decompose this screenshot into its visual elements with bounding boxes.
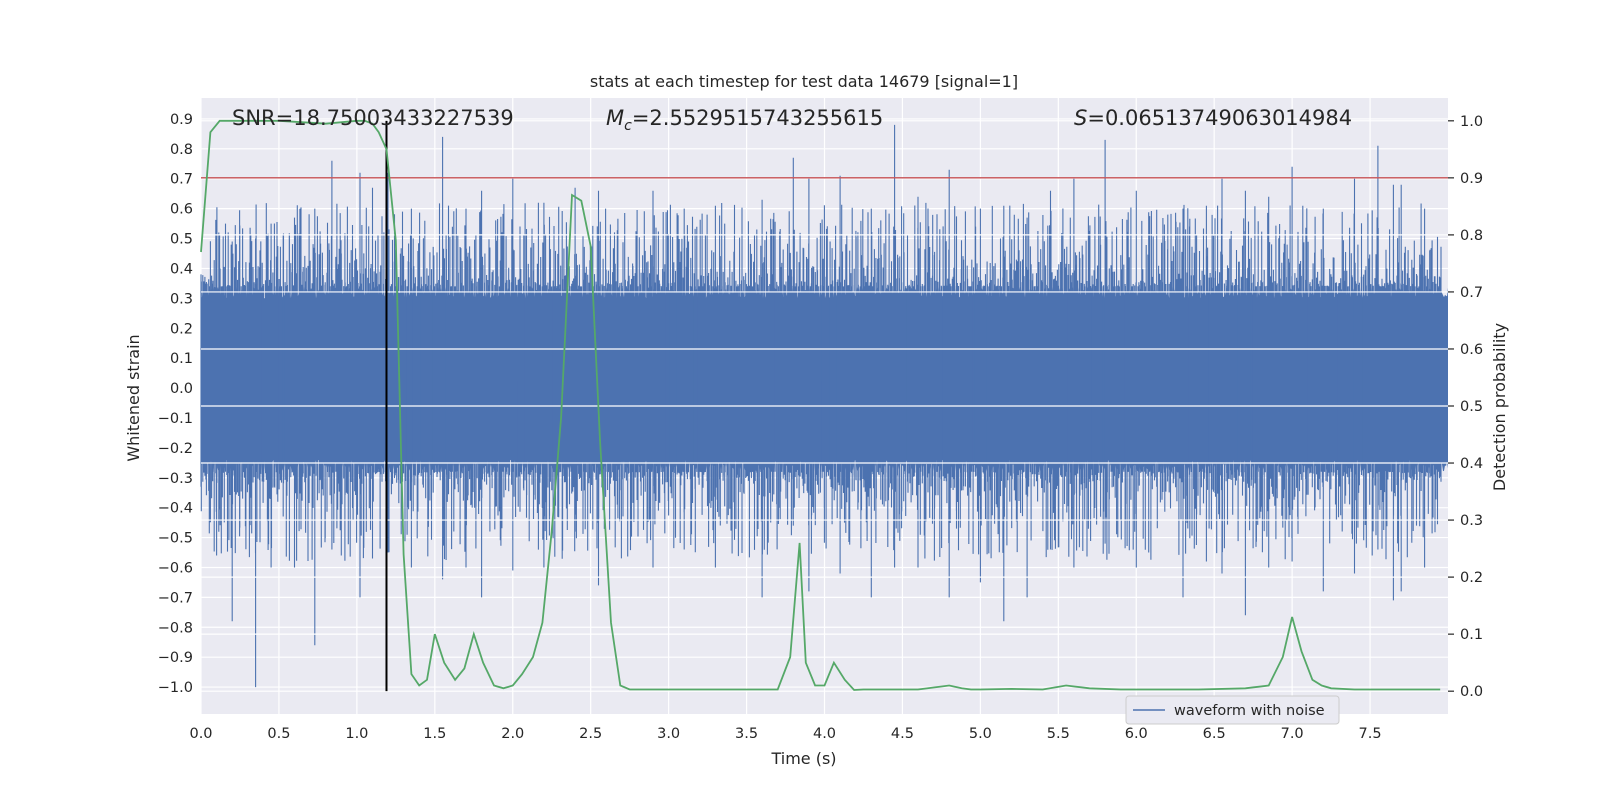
x-tick-label: 3.0 xyxy=(657,726,680,742)
y2-tick-label: 0.9 xyxy=(1460,171,1483,187)
y-tick-label: 0.2 xyxy=(170,321,193,337)
legend: waveform with noise xyxy=(1125,695,1340,725)
x-tick-label: 0.5 xyxy=(267,726,290,742)
y2-axis-label: Detection probability xyxy=(1490,323,1509,491)
x-axis-ticks: 0.0 0.5 1.0 1.5 2.0 2.5 3.0 3.5 4.0 4.5 5.0 5.5 6.0 6… xyxy=(189,726,1381,742)
y2-tick-label: 0.2 xyxy=(1460,570,1483,586)
y-tick-label: −1.0 xyxy=(158,680,193,696)
legend-label-waveform: waveform with noise xyxy=(1174,703,1325,719)
snr-annotation: SNR=18.75003433227539 xyxy=(232,106,514,130)
spin-symbol: S xyxy=(1074,106,1087,130)
chart-title: stats at each timestep for test data 146… xyxy=(590,72,1018,91)
y-tick-label: 0.1 xyxy=(170,351,193,367)
chirp-mass-symbol: M xyxy=(606,106,624,130)
detection-probability-line xyxy=(200,119,1441,691)
x-tick-label: 0.0 xyxy=(189,726,212,742)
x-tick-label: 1.0 xyxy=(345,726,368,742)
y-tick-label: 0.0 xyxy=(170,381,193,397)
spin-value: =0.06513749063014984 xyxy=(1087,106,1352,130)
y2-tick-label: 0.8 xyxy=(1460,228,1483,244)
chirp-mass-annotation: Mc=2.5529515743255615 xyxy=(606,106,883,134)
y-tick-label: 0.4 xyxy=(170,261,193,277)
y-tick-label: 0.9 xyxy=(170,112,193,128)
waveform-with-noise-series xyxy=(200,124,1448,688)
y2-tick-label: 0.3 xyxy=(1460,513,1483,529)
y-tick-label: −0.6 xyxy=(158,560,193,576)
y2-tick-label: 0.4 xyxy=(1460,456,1483,472)
x-tick-label: 2.5 xyxy=(579,726,602,742)
y2-tick-label: 0.0 xyxy=(1460,684,1483,700)
x-tick-label: 5.0 xyxy=(969,726,992,742)
y-tick-label: −0.4 xyxy=(158,501,193,517)
y-tick-label: −0.3 xyxy=(158,471,193,487)
y2-tick-label: 0.5 xyxy=(1460,399,1483,415)
y-tick-label: −0.1 xyxy=(158,411,193,427)
y-tick-label: 0.3 xyxy=(170,291,193,307)
y-tick-label: 0.6 xyxy=(170,202,193,218)
y2-axis-ticks: 0.0 0.1 0.2 0.3 0.4 0.5 0.6 0.7 0.8 0.9 1.0 xyxy=(1448,114,1483,700)
y-tick-label: −0.5 xyxy=(158,531,193,547)
x-tick-label: 5.5 xyxy=(1047,726,1070,742)
y-tick-label: 0.7 xyxy=(170,172,193,188)
y-axis-label: Whitened strain xyxy=(124,334,143,461)
legend-box xyxy=(1125,695,1340,725)
y-tick-label: −0.2 xyxy=(158,441,193,457)
waveform-spikes xyxy=(200,124,1442,688)
y2-tick-label: 0.1 xyxy=(1460,627,1483,643)
x-tick-label: 6.0 xyxy=(1125,726,1148,742)
y-tick-label: −0.9 xyxy=(158,650,193,666)
x-tick-label: 6.5 xyxy=(1203,726,1226,742)
y2-tick-label: 0.7 xyxy=(1460,285,1483,301)
x-tick-label: 7.0 xyxy=(1281,726,1304,742)
x-tick-label: 2.0 xyxy=(501,726,524,742)
x-tick-label: 1.5 xyxy=(423,726,446,742)
y-tick-label: −0.8 xyxy=(158,620,193,636)
y-axis-ticks: −1.0 −0.9 −0.8 −0.7 −0.6 −0.5 −0.4 −0.3 −0.2 −0.1… xyxy=(158,112,193,696)
y-tick-label: −0.7 xyxy=(158,590,193,606)
chirp-mass-subscript: c xyxy=(624,118,632,134)
spin-annotation: S=0.06513749063014984 xyxy=(1074,106,1352,130)
x-tick-label: 7.5 xyxy=(1359,726,1382,742)
y2-tick-label: 1.0 xyxy=(1460,114,1483,130)
y-tick-label: 0.5 xyxy=(170,232,193,248)
y-tick-label: 0.8 xyxy=(170,142,193,158)
y2-tick-label: 0.6 xyxy=(1460,342,1483,358)
x-tick-label: 4.0 xyxy=(813,726,836,742)
x-tick-label: 3.5 xyxy=(735,726,758,742)
chirp-mass-value: =2.5529515743255615 xyxy=(632,106,883,130)
x-tick-label: 4.5 xyxy=(891,726,914,742)
x-axis-label: Time (s) xyxy=(770,749,836,768)
